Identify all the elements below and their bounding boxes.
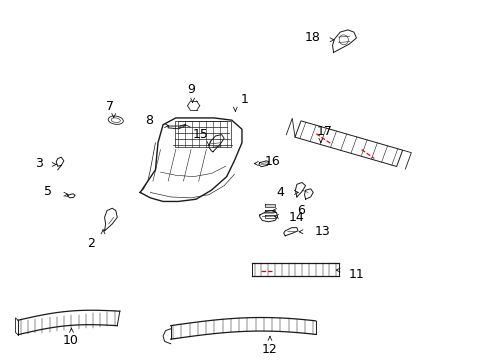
Text: 6: 6: [297, 204, 305, 217]
Text: 4: 4: [276, 186, 284, 199]
Text: 17: 17: [316, 125, 332, 138]
Text: 1: 1: [240, 93, 248, 106]
Text: 13: 13: [314, 225, 329, 238]
Text: 9: 9: [187, 83, 195, 96]
Text: 18: 18: [304, 31, 320, 45]
Text: 8: 8: [145, 114, 153, 127]
Text: 7: 7: [105, 100, 113, 113]
Text: 10: 10: [62, 334, 78, 347]
Text: 15: 15: [192, 128, 208, 141]
Text: 16: 16: [264, 155, 280, 168]
Text: 12: 12: [262, 343, 277, 356]
Text: 2: 2: [87, 237, 95, 249]
Text: 3: 3: [35, 157, 43, 171]
Text: 14: 14: [288, 211, 304, 224]
Text: 5: 5: [43, 185, 51, 198]
Text: 11: 11: [348, 268, 364, 281]
